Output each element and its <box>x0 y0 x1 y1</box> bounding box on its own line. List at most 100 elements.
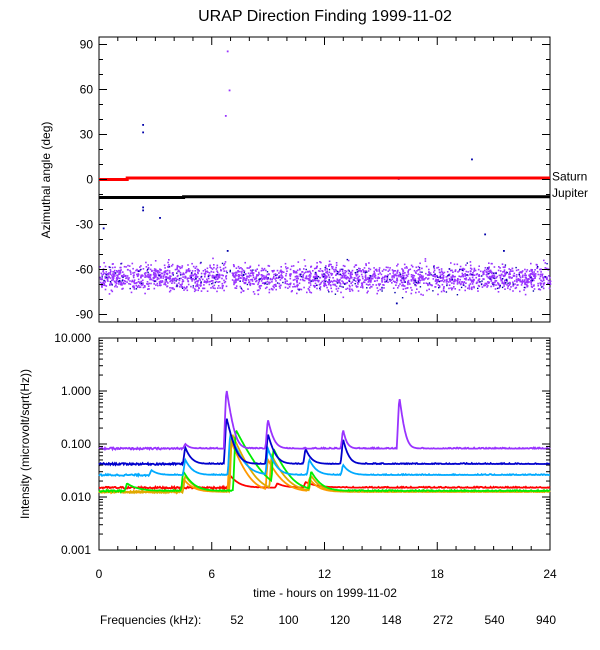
azimuth-point <box>481 275 483 277</box>
azimuth-point <box>421 276 424 279</box>
azimuth-point <box>365 264 367 267</box>
azimuth-point <box>217 276 220 279</box>
azimuth-point <box>420 293 422 296</box>
azimuth-point <box>469 272 472 275</box>
azimuth-point <box>416 270 418 272</box>
azimuth-point <box>171 263 174 266</box>
azimuth-point <box>275 285 277 287</box>
azimuth-point <box>367 270 370 272</box>
azimuth-point <box>316 287 318 290</box>
azimuth-point <box>346 281 348 284</box>
azimuth-point <box>487 268 490 270</box>
azimuth-point <box>485 268 488 271</box>
azimuth-point <box>257 283 259 286</box>
azimuth-point <box>343 274 345 276</box>
azimuth-point <box>414 271 417 273</box>
azimuth-point <box>465 274 467 276</box>
azimuth-point <box>155 284 157 286</box>
azimuth-point <box>264 282 266 285</box>
azimuth-point <box>133 288 136 290</box>
azimuth-point <box>414 281 417 283</box>
azimuth-point <box>250 279 252 281</box>
azimuth-point <box>279 287 281 289</box>
azimuth-point <box>114 285 116 288</box>
azimuth-point <box>319 283 322 285</box>
azimuth-point <box>309 271 312 274</box>
azimuth-point <box>257 293 260 296</box>
legend-entry-148khz: 148 <box>381 613 401 627</box>
azimuth-point <box>263 267 266 270</box>
azimuth-point <box>519 276 522 279</box>
azimuth-point <box>396 270 399 273</box>
azimuth-point <box>367 276 369 279</box>
azimuth-point <box>515 274 518 276</box>
azimuth-point <box>442 287 445 290</box>
azimuth-point <box>438 285 441 287</box>
azimuth-point <box>468 284 471 287</box>
azimuth-point <box>413 275 416 277</box>
azimuth-point <box>381 279 383 282</box>
azimuth-point <box>154 260 157 262</box>
azimuth-point <box>363 281 366 284</box>
azimuth-point <box>363 279 366 281</box>
azimuth-point <box>418 282 421 284</box>
azimuth-point <box>543 282 545 285</box>
azimuth-point <box>452 275 454 277</box>
azimuth-point <box>104 276 106 278</box>
azimuth-point <box>499 276 502 279</box>
legend-entry-52khz: 52 <box>230 613 244 627</box>
azimuth-point <box>520 280 523 283</box>
azimuth-point <box>117 275 119 277</box>
azimuth-point <box>397 263 399 266</box>
azimuth-point <box>528 281 530 283</box>
azimuth-point <box>204 275 206 278</box>
azimuth-point <box>443 290 445 293</box>
azimuth-point <box>526 280 528 283</box>
azimuth-point <box>342 264 345 267</box>
azimuth-point <box>160 277 162 279</box>
azimuth-point <box>110 289 113 292</box>
azimuth-point <box>436 275 438 277</box>
azimuth-point <box>481 286 484 288</box>
azimuth-point <box>171 282 173 284</box>
azimuth-point <box>503 281 506 283</box>
azimuth-x-ticks <box>98 37 551 322</box>
azimuth-point <box>471 286 473 289</box>
azimuth-point <box>207 277 210 280</box>
azimuth-point <box>256 289 259 292</box>
azimuth-point <box>212 282 214 284</box>
azimuth-outlier <box>102 227 105 230</box>
azimuth-point <box>402 270 404 272</box>
azimuth-point <box>403 285 406 287</box>
azimuth-point <box>341 274 344 277</box>
azimuth-point <box>449 279 451 281</box>
azimuth-point <box>133 286 136 289</box>
azimuth-point <box>278 275 281 277</box>
azimuth-point <box>223 281 226 284</box>
azimuth-point <box>336 278 339 281</box>
azimuth-point <box>105 274 107 276</box>
azimuth-point <box>104 288 107 291</box>
azimuth-point <box>127 278 130 281</box>
azimuth-point <box>217 273 219 276</box>
azimuth-point <box>421 267 423 270</box>
azimuth-point <box>342 282 345 285</box>
azimuth-point <box>446 278 448 281</box>
azimuth-point <box>367 281 370 283</box>
azimuth-point <box>549 282 551 285</box>
azimuth-point <box>119 280 121 283</box>
azimuth-point <box>488 262 490 264</box>
azimuth-point <box>170 280 172 282</box>
azimuth-point <box>287 283 290 286</box>
azimuth-point <box>454 269 457 271</box>
azimuth-point <box>469 279 472 281</box>
azimuth-y-tick-label: 60 <box>80 83 94 97</box>
azimuth-point <box>191 280 193 282</box>
legend-entry-120khz: 120 <box>330 613 350 627</box>
azimuth-point <box>174 268 177 271</box>
azimuth-point <box>120 269 122 271</box>
azimuth-point <box>240 272 243 274</box>
azimuth-point <box>528 270 531 272</box>
azimuth-point <box>253 293 256 295</box>
azimuth-point <box>346 258 348 261</box>
